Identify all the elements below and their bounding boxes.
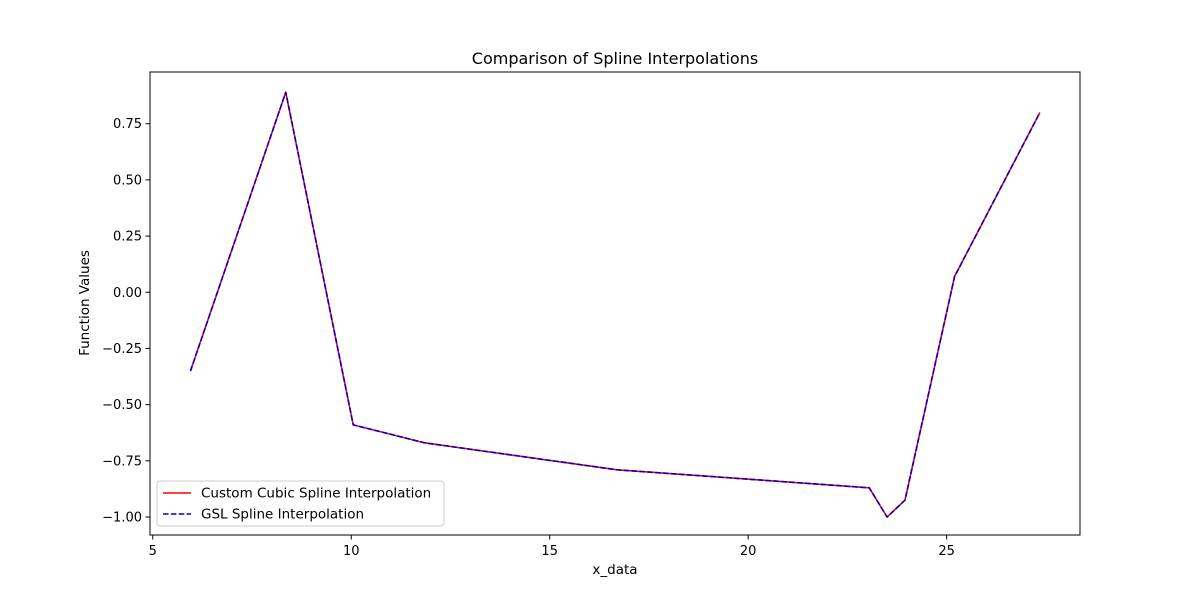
y-tick-label: −1.00	[102, 511, 142, 526]
y-tick-label: −0.75	[102, 454, 142, 469]
y-tick-label: 0.25	[113, 230, 142, 245]
y-tick-label: 0.00	[113, 286, 142, 301]
axes-frame	[149, 71, 1081, 536]
y-axis-label: Function Values	[77, 250, 93, 356]
legend: Custom Cubic Spline Interpolation GSL Spl…	[156, 480, 445, 527]
plot-area: 5 10 15 20 25 −1.00 −0.75 −0.50 −0.25 0.00 0.25 0.5…	[102, 71, 1081, 559]
y-tick-label: 0.75	[113, 117, 142, 132]
y-tick-label: −0.50	[102, 398, 142, 413]
y-tick-label: −0.25	[102, 342, 142, 357]
x-tick-label: 20	[740, 544, 757, 559]
y-tick-label: 0.50	[113, 173, 142, 188]
legend-label-2: GSL Spline Interpolation	[201, 507, 364, 523]
x-tick-label: 10	[343, 544, 360, 559]
chart-title: Comparison of Spline Interpolations	[472, 49, 758, 68]
x-tick-label: 15	[541, 544, 558, 559]
series-line-2	[189, 91, 1041, 518]
legend-label-1: Custom Cubic Spline Interpolation	[201, 486, 431, 502]
x-axis-label: x_data	[592, 562, 637, 578]
legend-box	[156, 480, 445, 527]
x-tick-label: 25	[938, 544, 955, 559]
x-tick-label: 5	[149, 544, 157, 559]
